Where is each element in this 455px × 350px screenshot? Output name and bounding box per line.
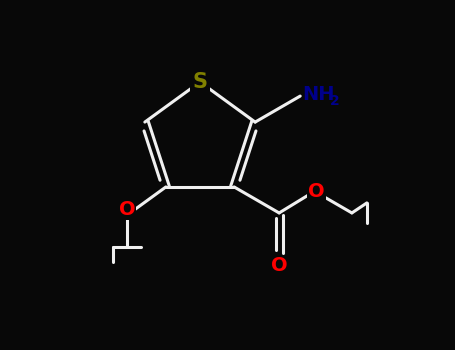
- Text: O: O: [308, 182, 325, 201]
- Text: S: S: [192, 72, 207, 92]
- Text: O: O: [271, 257, 288, 275]
- Text: 2: 2: [330, 94, 340, 108]
- Text: NH: NH: [302, 85, 335, 104]
- Text: O: O: [119, 200, 135, 219]
